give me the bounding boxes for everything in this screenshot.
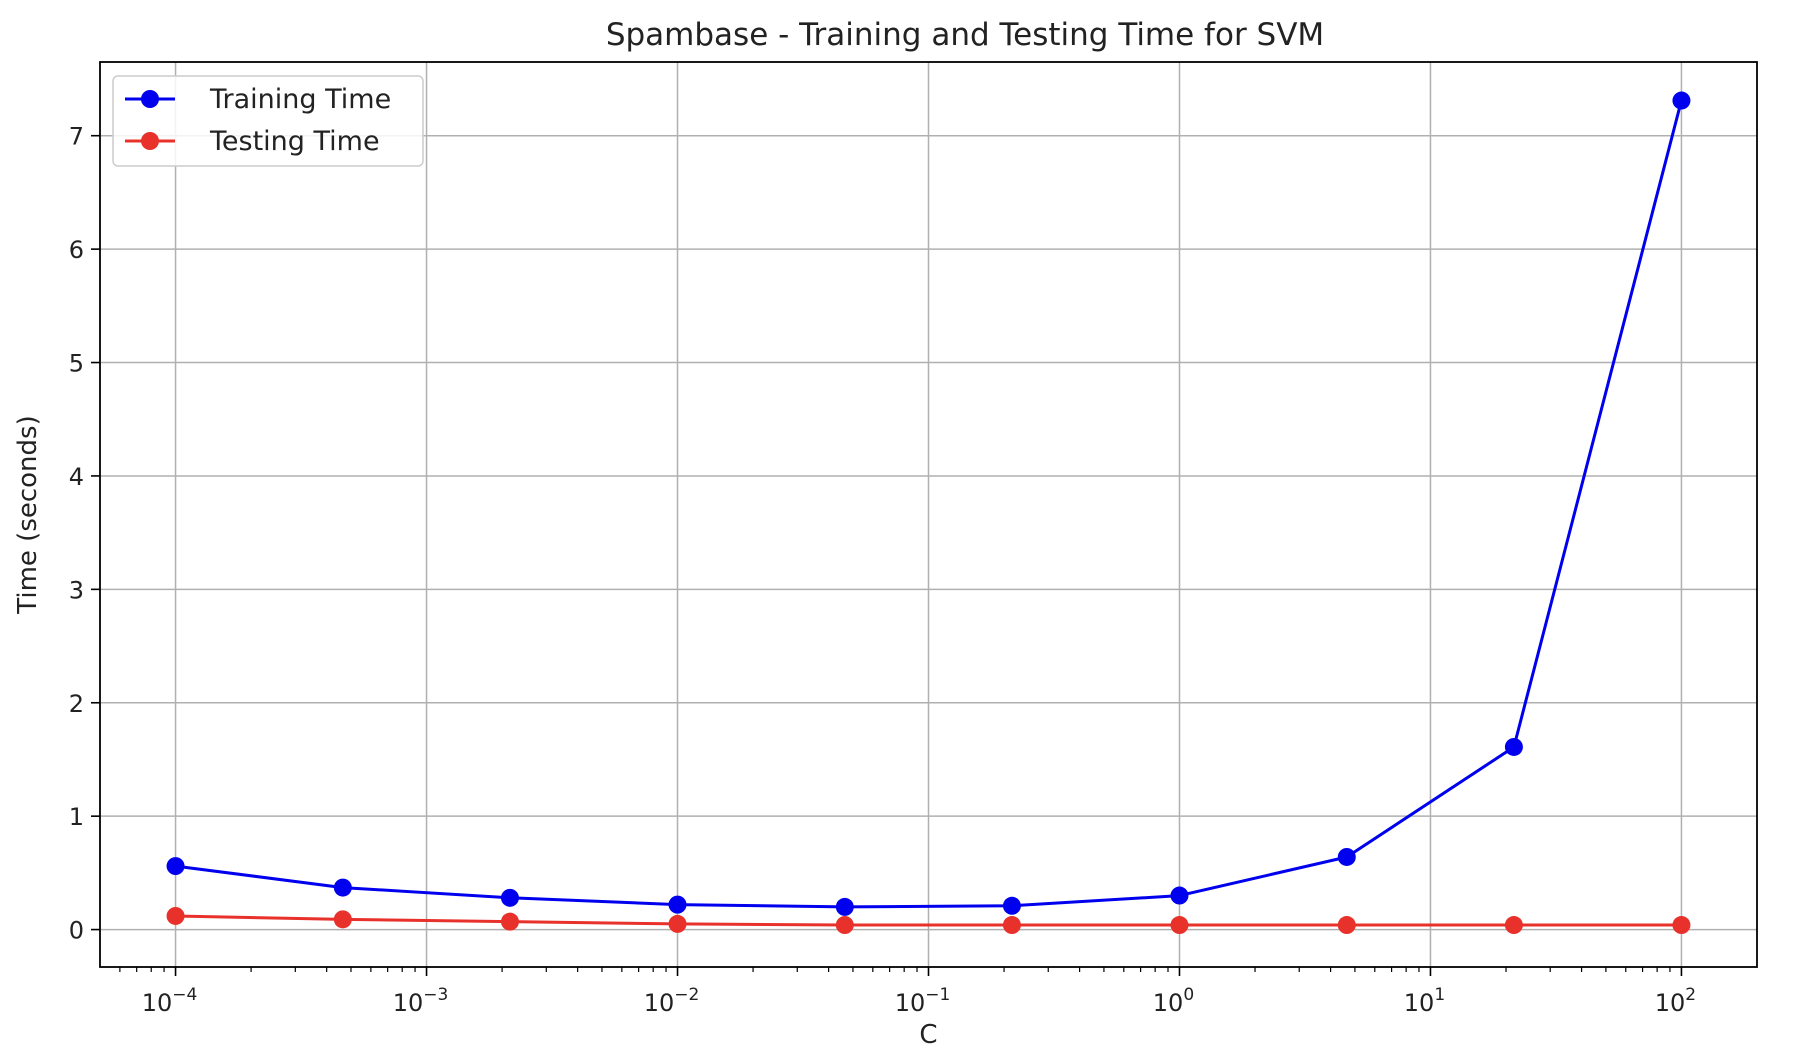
data-point: [1337, 847, 1356, 866]
y-tick-label: 1: [69, 803, 84, 831]
x-tick-label: 100: [1153, 985, 1194, 1017]
data-point: [1002, 916, 1021, 935]
data-point: [1504, 916, 1523, 935]
legend-box: [112, 75, 424, 167]
series-line: [175, 914, 1682, 927]
y-axis-label: Time (seconds): [13, 415, 43, 614]
y-tick-label: 0: [69, 917, 84, 945]
data-point: [1672, 916, 1691, 935]
grid: [100, 62, 1757, 967]
data-point: [1337, 916, 1356, 935]
chart-title: Spambase - Training and Testing Time for…: [606, 17, 1324, 53]
legend-marker: [141, 90, 159, 108]
data-point: [1672, 91, 1691, 110]
legend-label: Testing Time: [209, 126, 380, 157]
y-tick-label: 2: [69, 690, 84, 718]
data-point: [835, 916, 854, 935]
y-tick-label: 4: [69, 463, 84, 491]
x-axis-label: C: [919, 1020, 937, 1050]
series-testing-time: [166, 906, 1691, 935]
legend-marker: [141, 132, 159, 150]
legend: Training Time Testing Time: [112, 75, 424, 167]
data-point: [166, 906, 185, 925]
y-tick-label: 3: [69, 576, 84, 604]
data-point: [166, 857, 185, 876]
data-point: [1504, 737, 1523, 756]
data-point: [668, 914, 687, 933]
legend-item: Training Time: [125, 84, 391, 115]
series-layer: [166, 91, 1691, 935]
series-training-time: [166, 91, 1691, 916]
legend-item: Testing Time: [125, 126, 380, 157]
x-tick-label: 102: [1655, 985, 1696, 1017]
data-point: [500, 912, 519, 931]
data-point: [500, 888, 519, 907]
data-point: [1170, 886, 1189, 905]
data-point: [333, 910, 352, 929]
x-tick-label: 10−3: [393, 985, 449, 1017]
y-tick-label: 7: [69, 123, 84, 151]
x-tick-label: 10−4: [142, 985, 198, 1017]
x-tick-label: 10−2: [644, 985, 700, 1017]
data-point: [1002, 896, 1021, 915]
series-line: [175, 100, 1683, 909]
legend-label: Training Time: [209, 84, 391, 115]
data-point: [668, 895, 687, 914]
data-point: [1170, 916, 1189, 935]
data-point: [333, 878, 352, 897]
x-tick-label: 10−1: [895, 985, 951, 1017]
data-point: [835, 897, 854, 916]
y-tick-label: 5: [69, 350, 84, 378]
y-axis: 0 1 2 3 4 5 6 7: [69, 123, 100, 945]
y-tick-label: 6: [69, 236, 84, 264]
x-tick-label: 101: [1404, 985, 1445, 1017]
x-axis: 10−4 10−3 10−2 10−1 100 101 102: [119, 967, 1696, 1017]
